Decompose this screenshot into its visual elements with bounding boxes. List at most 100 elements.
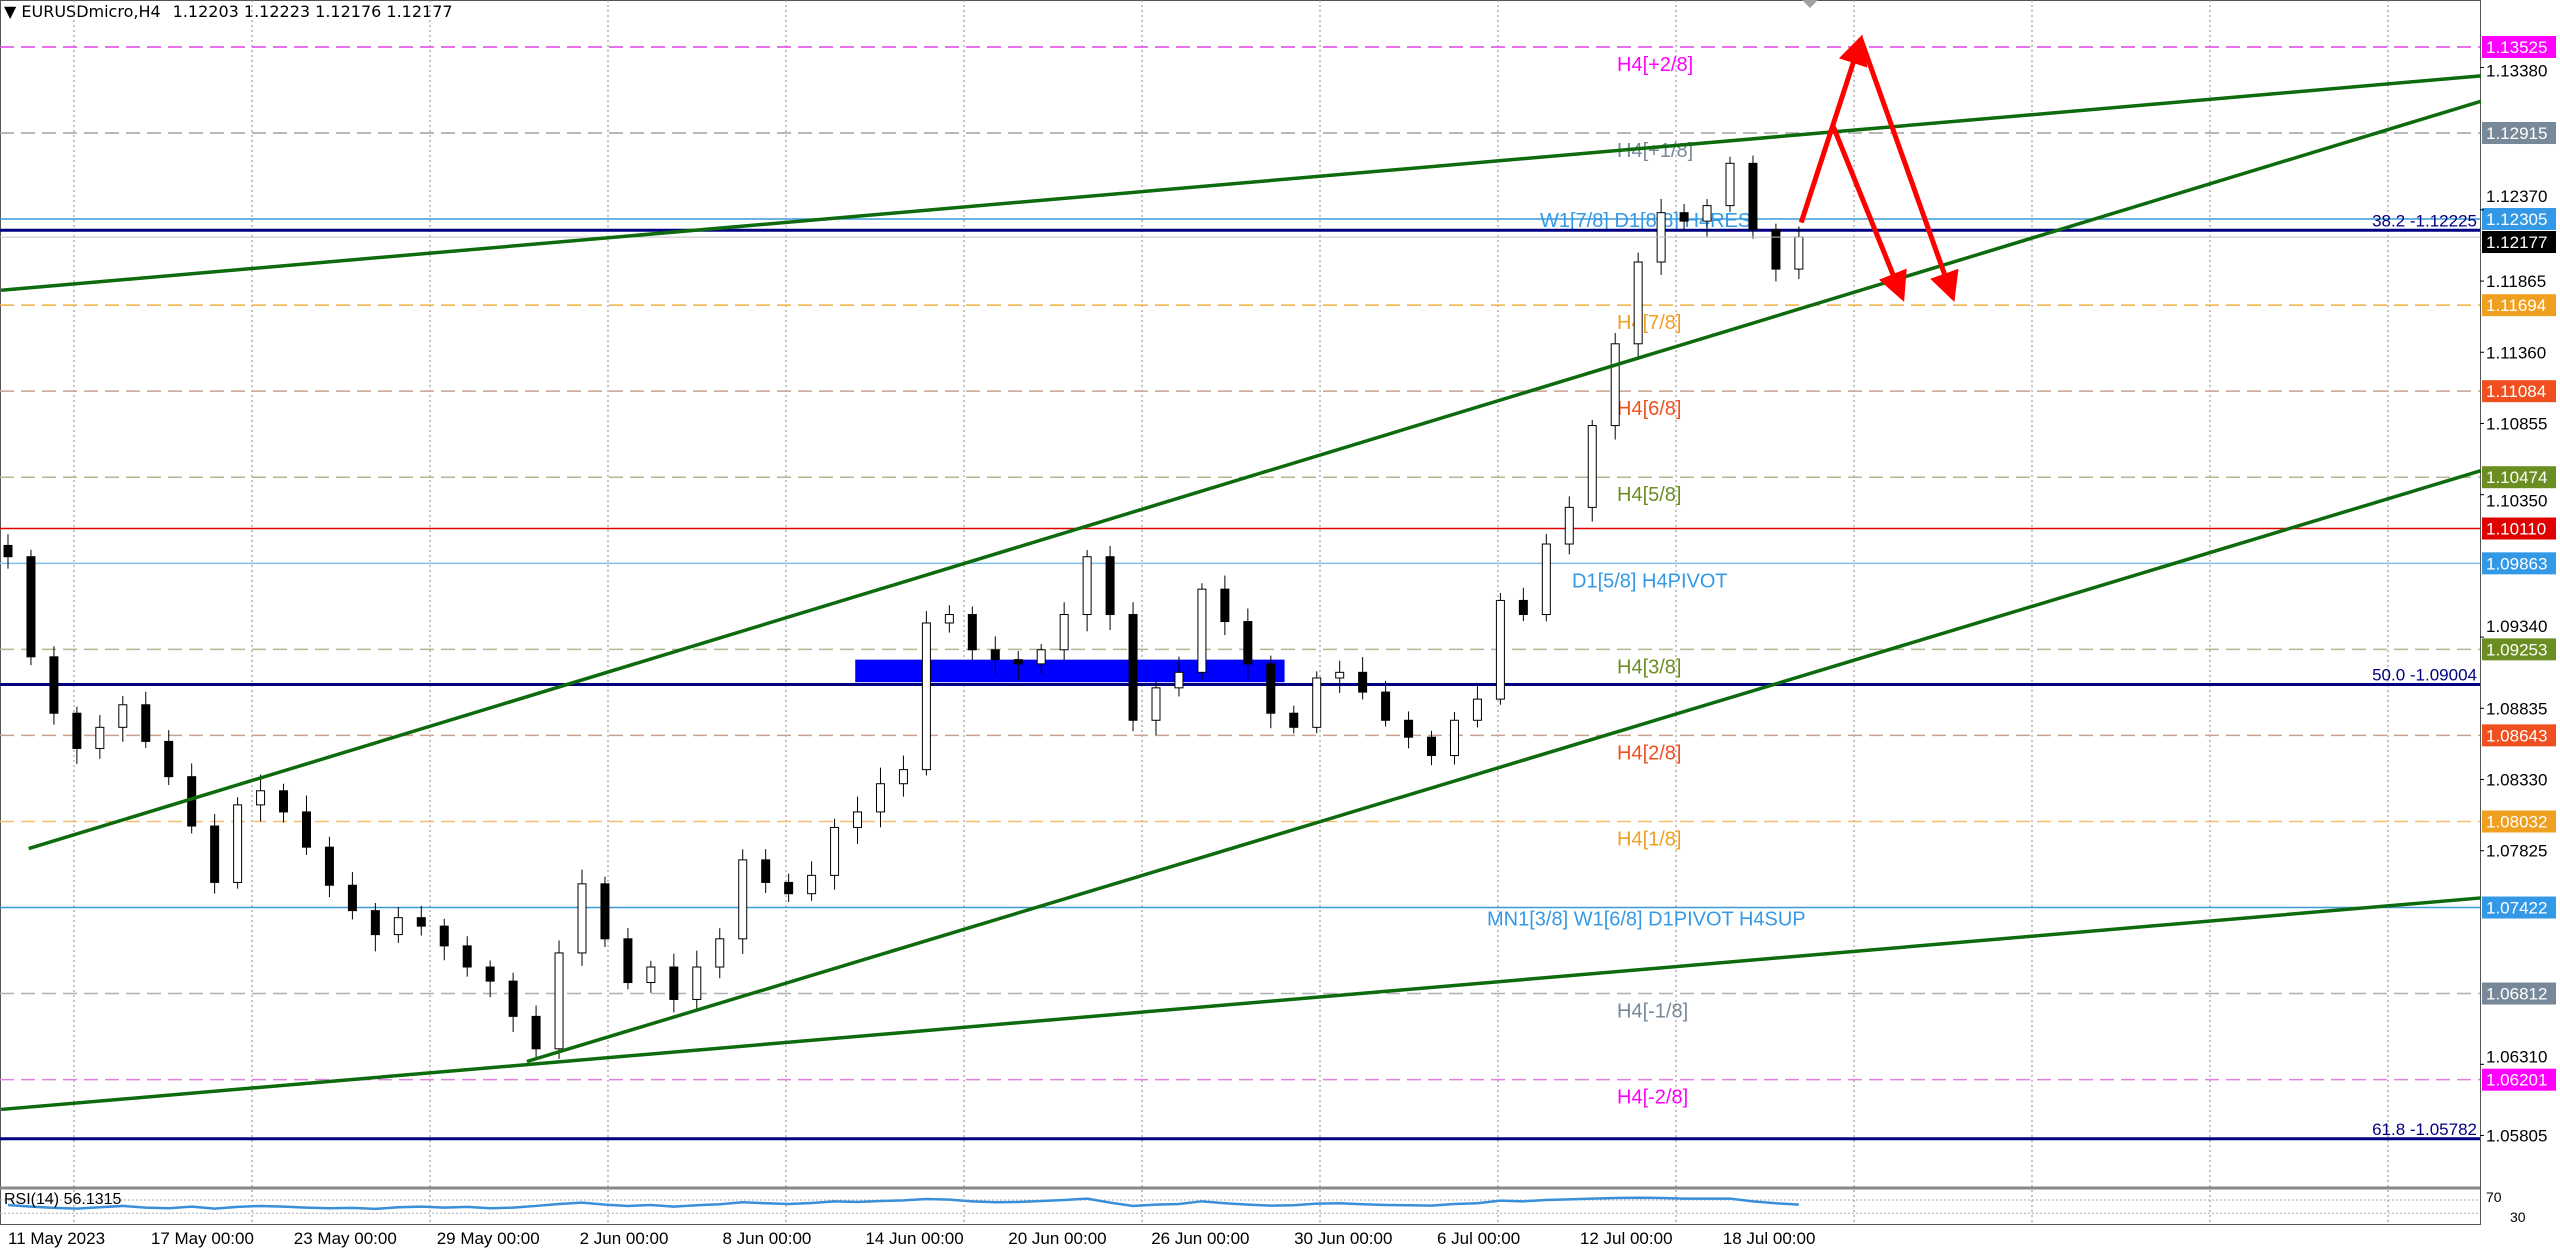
candle [301,795,311,855]
fib-label: 38.2 -1.12225 [2372,211,2477,230]
fib-label: 50.0 -1.09004 [2372,665,2477,684]
candle [1541,533,1551,622]
rsi-line [7,1196,1799,1211]
candle [967,606,977,660]
price-badge-text: 1.10110 [2486,520,2546,539]
forecast-arrow[interactable] [1798,34,1868,224]
candle [669,953,679,1013]
candle [1748,155,1758,239]
x-tick-label: 29 May 00:00 [437,1229,540,1248]
candle [531,1005,541,1058]
candle-body [1243,621,1253,665]
supply-demand-zone[interactable] [855,659,1285,683]
candle [1564,496,1574,555]
candle-body [1197,588,1207,673]
y-tick-label: 1.11360 [2486,343,2546,362]
candle [164,730,174,785]
price-badge-text: 1.12305 [2486,210,2547,229]
candle [462,936,472,977]
y-tick-label: 1.11865 [2486,272,2546,291]
x-tick-label: 14 Jun 00:00 [865,1229,963,1248]
candle-body [141,704,151,742]
forecast-arrow[interactable] [1858,38,1959,302]
candle-body [1633,261,1643,345]
candle [1633,252,1643,360]
candle-body [692,966,702,1000]
candle-body [1472,698,1482,721]
candle-body [1518,599,1528,616]
candle [921,611,931,776]
level-label: H4[-1/8] [1617,1001,1688,1023]
candle-body [49,656,59,714]
candle-body [898,769,908,785]
price-badge-text: 1.08032 [2486,813,2547,832]
candle [1449,712,1459,765]
candle-body [1404,719,1414,738]
trendline[interactable] [0,74,2481,292]
y-tick-label: 1.06310 [2486,1047,2547,1066]
candle-body [715,938,725,968]
candle [875,767,885,828]
rsi-label: RSI(14) 56.1315 [4,1191,122,1208]
price-badge [2482,724,2556,747]
candle-body [1013,659,1023,665]
x-tick-label: 18 Jul 00:00 [1723,1229,1816,1248]
price-badge-text: 1.12915 [2486,124,2547,143]
trendline[interactable] [28,99,2482,851]
y-tick-label: 1.08330 [2486,770,2547,789]
candle [210,814,220,894]
candle [1197,583,1207,680]
candle-body [554,952,564,1050]
candle-body [1266,663,1276,714]
y-tick-label: 1.08835 [2486,699,2547,718]
candle [439,918,449,961]
candle [1404,711,1414,749]
candle-body [1771,229,1781,270]
candle [1381,680,1391,727]
candle [600,876,610,947]
rsi-level-label: 30 [2510,1209,2526,1225]
candle-body [646,966,656,984]
candle [347,872,357,920]
candle [1679,204,1689,231]
x-tick-label: 23 May 00:00 [294,1229,397,1248]
candle [324,836,334,898]
candle [1358,657,1368,700]
candle [485,960,495,998]
candle-body [1564,506,1574,545]
candle-body [1036,649,1046,665]
trendline[interactable] [0,896,2481,1112]
candle [1105,545,1115,631]
ohlc-readout: 1.12203 1.12223 1.12176 1.12177 [172,2,453,21]
y-tick-label: 1.09340 [2486,617,2547,636]
candle [1082,550,1092,632]
candle-body [761,859,771,883]
forecast-arrow[interactable] [1831,125,1907,302]
candle-body [1381,691,1391,721]
candle [1495,592,1505,705]
candle-body [370,910,380,936]
candle [3,534,13,569]
candle-body [531,1015,541,1050]
candle-body [1105,556,1115,616]
candle [853,796,863,844]
chart-title: ▼ EURUSDmicro,H4 1.12203 1.12223 1.12176 … [4,2,453,21]
candle-body [1174,671,1184,689]
price-badge [2482,1068,2556,1091]
candle [1518,587,1528,622]
candle-body [1312,677,1322,728]
candle-body [600,883,610,940]
x-tick-label: 26 Jun 00:00 [1151,1229,1249,1248]
trendline[interactable] [526,469,2482,1064]
menu-triangle-icon[interactable]: ▼ [4,2,22,21]
price-badge-text: 1.06812 [2486,985,2547,1004]
price-badge [2482,552,2556,575]
x-tick-label: 2 Jun 00:00 [580,1229,669,1248]
candle-body [508,980,518,1017]
candle-body [1495,599,1505,700]
chart-shift-marker-icon[interactable] [1802,0,1818,8]
candle-body [990,649,1000,661]
candle [1289,705,1299,734]
candle [692,950,702,1009]
